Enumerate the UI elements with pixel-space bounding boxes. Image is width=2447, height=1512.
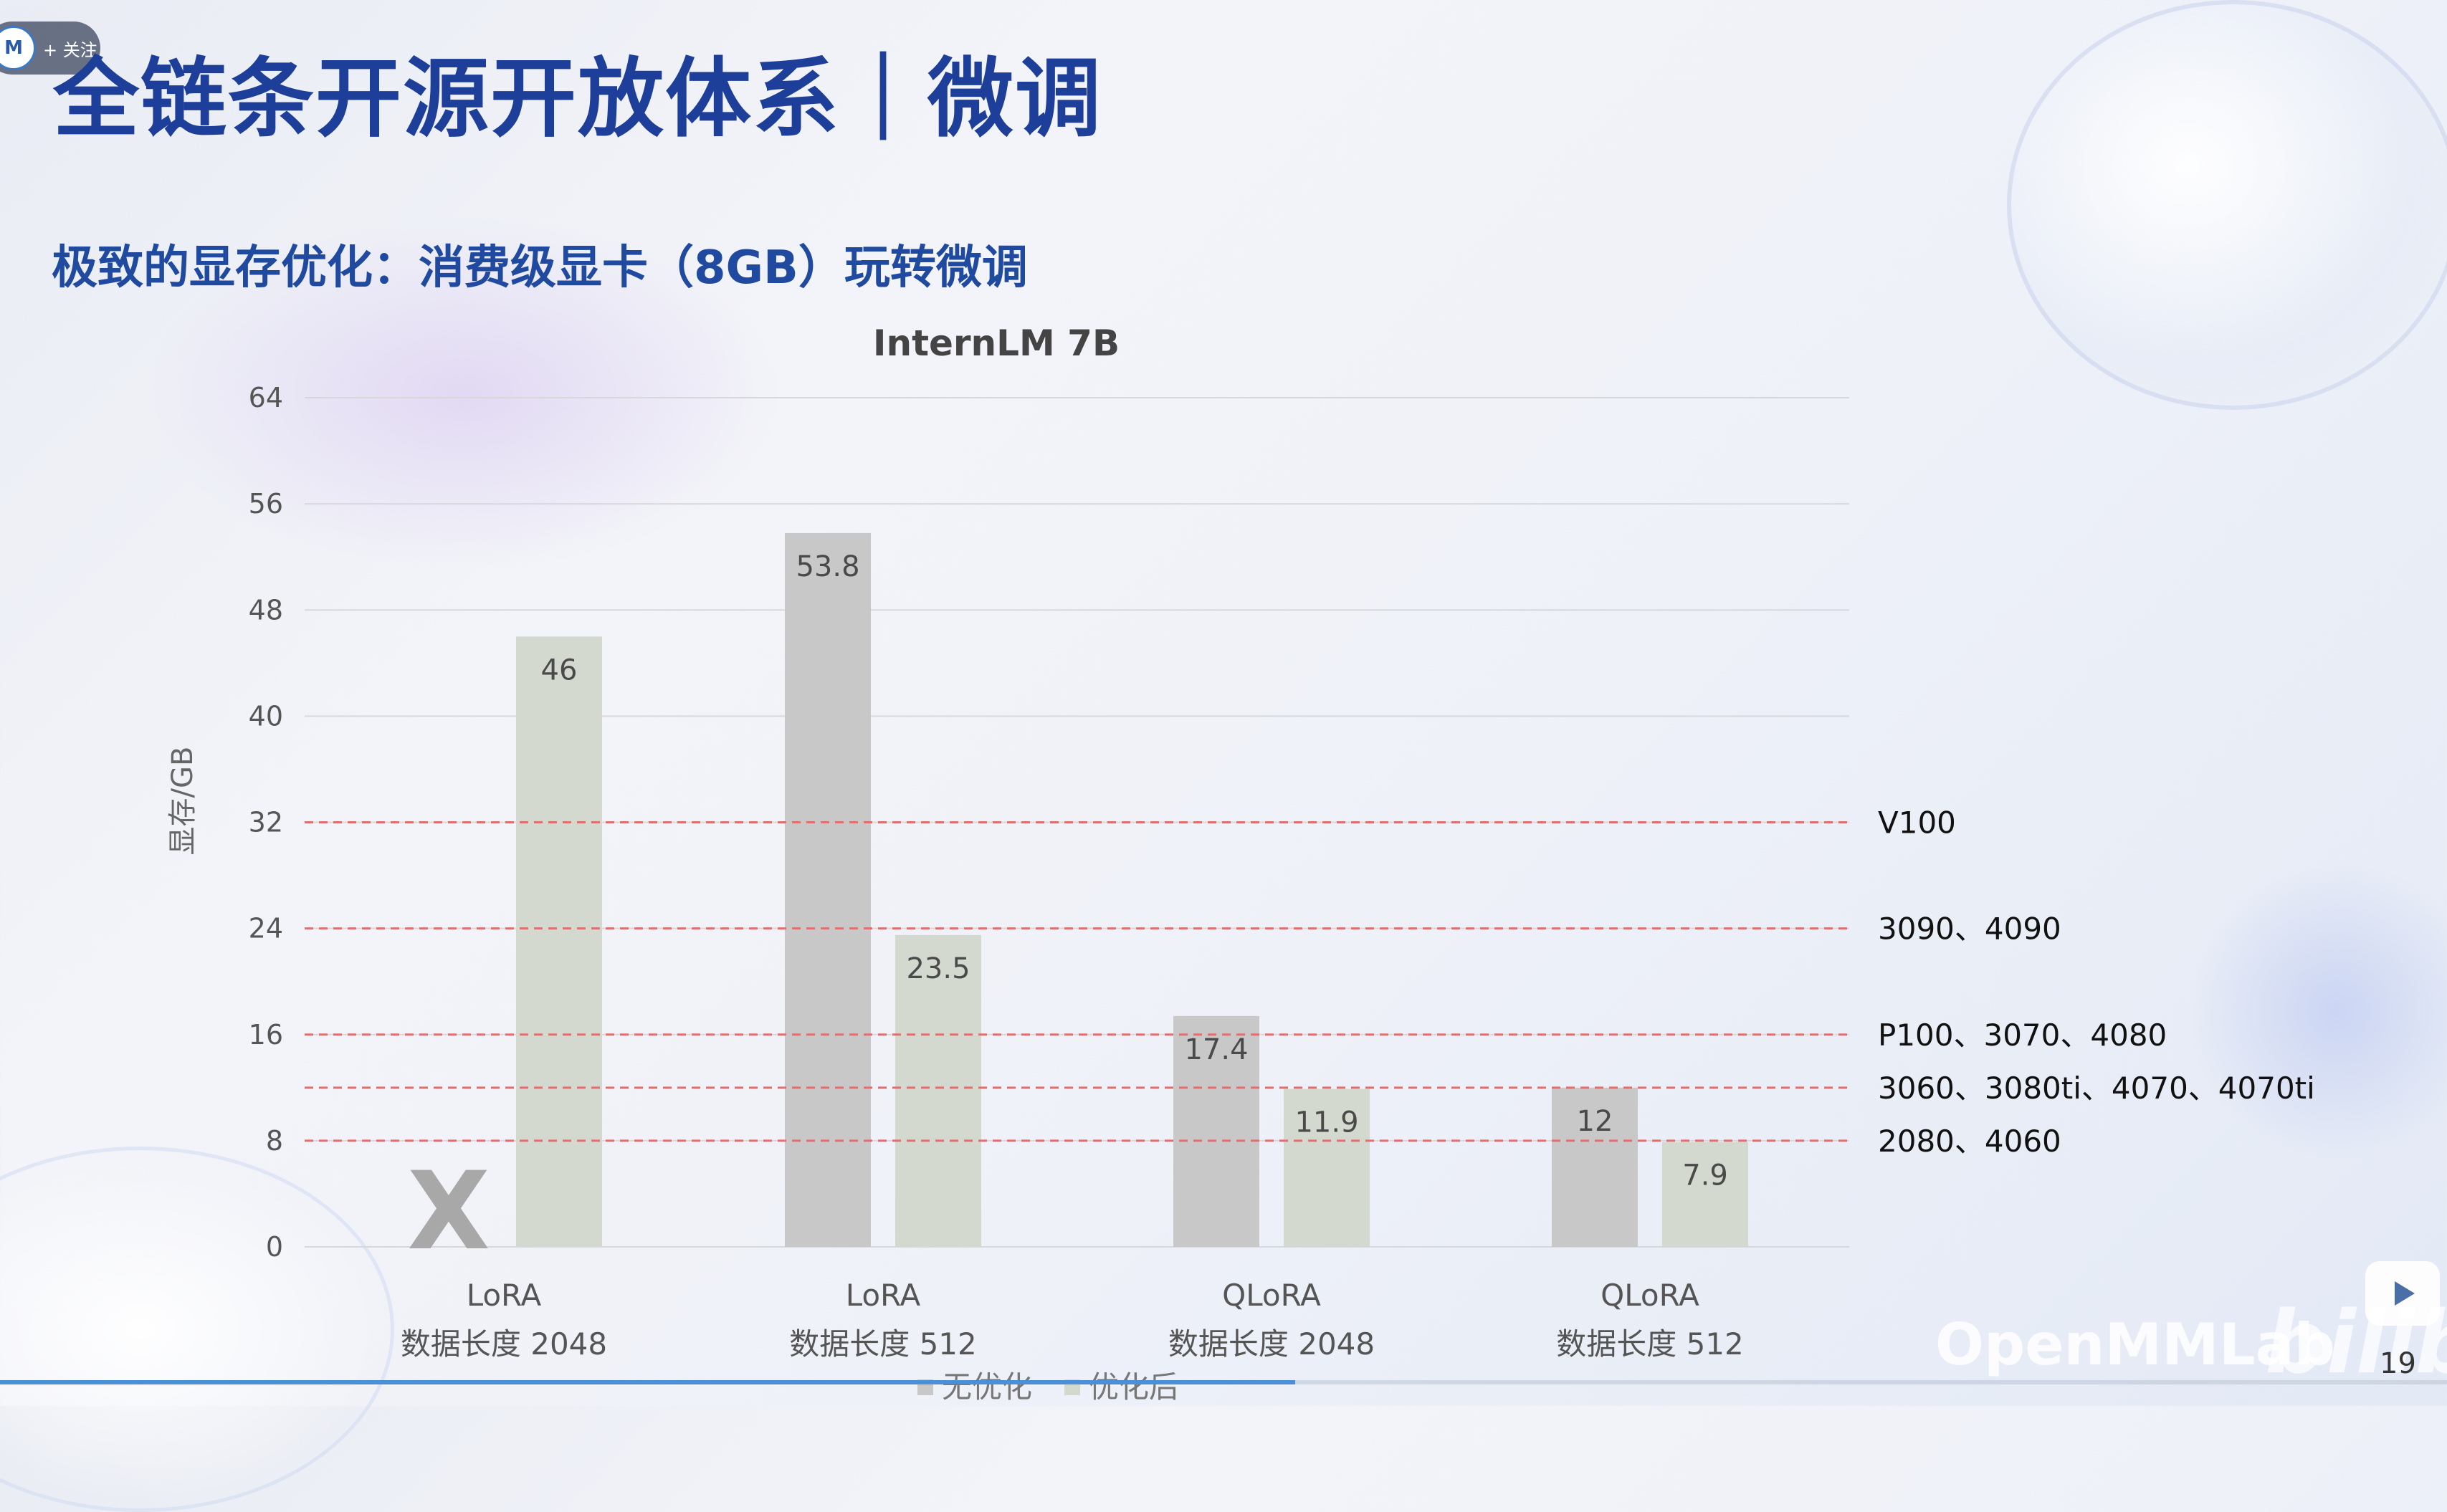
x-category-label: LoRA — [467, 1278, 542, 1313]
y-tick-label: 40 — [249, 700, 283, 732]
missing-value-marker: X — [407, 1149, 490, 1274]
bar — [895, 934, 981, 1247]
y-axis-title: 显存/GB — [166, 747, 199, 856]
reference-line-label: V100 — [1878, 805, 1956, 841]
page-number: 19 — [2380, 1347, 2416, 1380]
avatar: M — [0, 26, 36, 70]
bar-value-label: 46 — [541, 654, 578, 686]
bar — [785, 532, 871, 1247]
y-tick-label: 64 — [249, 382, 283, 413]
bar — [1284, 1088, 1370, 1247]
y-tick-label: 48 — [249, 594, 283, 626]
watermark: OpenMMLab — [1935, 1311, 2335, 1378]
bar — [1662, 1142, 1748, 1247]
reference-line-label: 3060、3080ti、4070、4070ti — [1878, 1071, 2315, 1106]
background-bubble — [2007, 0, 2447, 410]
x-category-label: QLoRA — [1601, 1278, 1699, 1313]
bar-value-label: 7.9 — [1682, 1159, 1728, 1192]
reference-line-label: 3090、4090 — [1878, 911, 2061, 947]
y-tick-label: 0 — [266, 1231, 283, 1263]
play-icon — [2395, 1281, 2415, 1306]
follow-label: + 关注 — [43, 39, 97, 60]
x-category-sublabel: 数据长度 512 — [789, 1326, 977, 1362]
y-tick-label: 8 — [266, 1125, 283, 1157]
bar-value-label: 17.4 — [1184, 1033, 1248, 1066]
y-tick-label: 24 — [249, 913, 283, 944]
bar-value-label: 23.5 — [906, 952, 970, 985]
page-title: 全链条开源开放体系｜微调 — [53, 49, 1102, 149]
follow-button[interactable]: M + 关注 — [0, 21, 100, 75]
bar-value-label: 11.9 — [1294, 1106, 1358, 1139]
bar-chart: 0 8 16 24 32 40 48 56 64 显存/GB X 53.8 17.4 12 46 23.5 11… — [166, 382, 2315, 1405]
page-subtitle: 极致的显存优化：消费级显卡（8GB）玩转微调 — [52, 241, 1028, 295]
legend-label: 无优化 — [942, 1369, 1032, 1405]
x-category-sublabel: 数据长度 512 — [1556, 1326, 1744, 1362]
x-category-label: QLoRA — [1222, 1278, 1321, 1313]
progress-bar[interactable] — [0, 1380, 1295, 1384]
background-glow — [143, 215, 788, 573]
chart-title: InternLM 7B — [872, 322, 1120, 364]
play-button[interactable] — [2365, 1261, 2440, 1326]
bar — [1173, 1015, 1259, 1247]
y-tick-label: 32 — [249, 807, 283, 838]
reference-line-label: P100、3070、4080 — [1878, 1018, 2167, 1053]
bar — [1552, 1087, 1638, 1247]
bar-value-label: 12 — [1577, 1105, 1613, 1138]
bar — [516, 636, 602, 1247]
x-category-label: LoRA — [846, 1278, 921, 1313]
x-category-sublabel: 数据长度 2048 — [401, 1326, 607, 1362]
y-tick-label: 56 — [249, 488, 283, 520]
bar-value-label: 53.8 — [796, 550, 859, 583]
background-glow — [2186, 860, 2447, 1161]
x-category-sublabel: 数据长度 2048 — [1168, 1326, 1375, 1362]
reference-line-label: 2080、4060 — [1878, 1124, 2061, 1159]
legend-label: 优化后 — [1089, 1369, 1179, 1405]
y-tick-label: 16 — [249, 1019, 283, 1051]
